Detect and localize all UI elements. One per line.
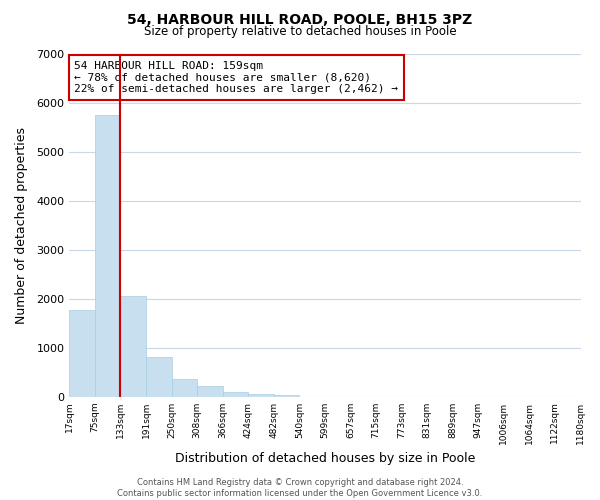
Bar [121,296,146,396]
Bar [248,394,274,396]
Bar [146,356,172,397]
Bar [274,395,299,396]
Y-axis label: Number of detached properties: Number of detached properties [15,127,28,324]
X-axis label: Distribution of detached houses by size in Poole: Distribution of detached houses by size … [175,452,475,465]
Bar [70,310,95,396]
Bar [223,392,248,396]
Bar [172,378,197,396]
Bar [95,115,121,396]
Text: 54, HARBOUR HILL ROAD, POOLE, BH15 3PZ: 54, HARBOUR HILL ROAD, POOLE, BH15 3PZ [127,12,473,26]
Text: Contains HM Land Registry data © Crown copyright and database right 2024.
Contai: Contains HM Land Registry data © Crown c… [118,478,482,498]
Bar [197,386,223,396]
Text: Size of property relative to detached houses in Poole: Size of property relative to detached ho… [143,25,457,38]
Text: 54 HARBOUR HILL ROAD: 159sqm
← 78% of detached houses are smaller (8,620)
22% of: 54 HARBOUR HILL ROAD: 159sqm ← 78% of de… [74,61,398,94]
